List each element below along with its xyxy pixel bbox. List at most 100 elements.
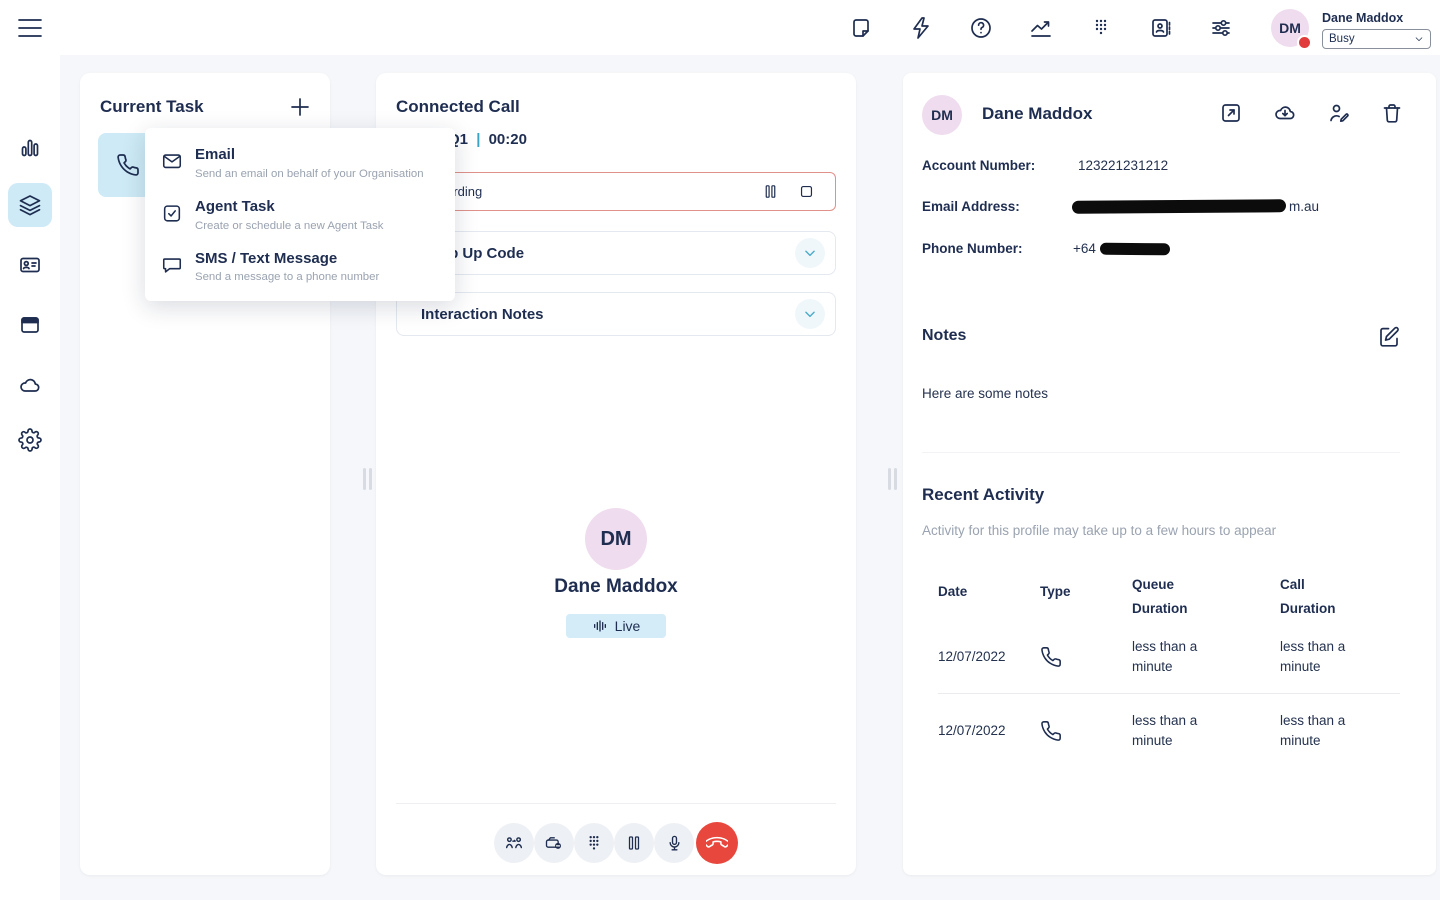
note-button[interactable] [849, 16, 873, 40]
queue-timer: Q1 | 00:20 [448, 131, 527, 148]
stop-recording-button[interactable] [798, 183, 815, 200]
lightning-icon [913, 17, 929, 39]
sidebar-item-cloud[interactable] [18, 373, 42, 397]
recording-bar: Recording [396, 172, 836, 211]
activity-row-queue-duration: less than a minute [1132, 620, 1280, 695]
add-task-button[interactable] [288, 95, 312, 119]
chevron-down-icon [1415, 37, 1423, 42]
activity-row-type [1040, 620, 1132, 695]
menu-item-sms[interactable]: SMS / Text Message Send a message to a p… [145, 241, 455, 293]
download-profile-button[interactable] [1273, 101, 1297, 125]
wrap-up-code-section[interactable]: Wrap Up Code [396, 231, 836, 275]
hold-call-button[interactable] [614, 823, 654, 863]
contact-book-icon [1152, 19, 1171, 37]
live-label: Live [614, 618, 641, 634]
settings-sliders-icon [1212, 19, 1230, 37]
layers-icon [19, 195, 41, 216]
sidebar-item-settings[interactable] [18, 428, 42, 452]
menu-item-title: SMS / Text Message [195, 249, 338, 267]
account-number-value: 123221231212 [1078, 158, 1169, 173]
profile-name: Dane Maddox [982, 104, 1093, 123]
user-name: Dane Maddox [1322, 11, 1404, 25]
transfer-call-button[interactable] [494, 823, 534, 863]
queue-timer-separator: | [476, 131, 481, 148]
wrap-up-code-expand-button[interactable] [795, 238, 825, 268]
activity-row-date: 12/07/2022 [938, 620, 1040, 695]
menu-item-agent-task[interactable]: Agent Task Create or schedule a new Agen… [145, 189, 455, 241]
connected-call-panel: Connected Call Q1 | 00:20 Recording Wrap… [376, 73, 856, 875]
mute-button[interactable] [654, 823, 694, 863]
metrics-button[interactable] [1029, 16, 1053, 40]
preferences-button[interactable] [1209, 16, 1233, 40]
note-icon [853, 19, 869, 37]
panel-resize-handle-right[interactable] [888, 468, 897, 490]
activity-table: Date Type Queue Duration Call Duration 1… [922, 573, 1416, 767]
recorder-control-button[interactable] [534, 823, 574, 863]
pause-icon [765, 185, 776, 198]
contacts-button[interactable] [1149, 16, 1173, 40]
chevron-down-icon [805, 311, 815, 318]
panel-resize-handle-left[interactable] [363, 468, 372, 490]
sidebar-item-contacts[interactable] [18, 253, 42, 277]
chat-bubble-icon [162, 257, 182, 273]
activity-row-type [1040, 694, 1132, 767]
menu-item-subtitle: Create or schedule a new Agent Task [195, 219, 384, 232]
microphone-icon [668, 835, 680, 851]
plus-icon [291, 98, 309, 116]
activity-row-queue-duration: less than a minute [1132, 712, 1198, 748]
new-task-menu: Email Send an email on behalf of your Or… [145, 128, 455, 302]
open-in-new-icon [1222, 104, 1240, 122]
user-initials: DM [1279, 20, 1301, 36]
open-profile-button[interactable] [1219, 101, 1243, 125]
edit-icon [1380, 326, 1399, 347]
contact-avatar: DM [585, 508, 647, 570]
quick-actions-button[interactable] [909, 16, 933, 40]
status-dot [1297, 35, 1312, 50]
hamburger-menu-button[interactable] [16, 15, 44, 41]
section-divider [922, 452, 1400, 453]
column-header-type: Type [1040, 584, 1071, 599]
pause-recording-button[interactable] [762, 183, 779, 200]
call-timer: 00:20 [488, 131, 527, 148]
live-badge: Live [566, 614, 666, 638]
line-chart-icon [1031, 21, 1051, 37]
menu-item-subtitle: Send a message to a phone number [195, 271, 380, 284]
help-button[interactable] [969, 16, 993, 40]
interaction-notes-expand-button[interactable] [795, 299, 825, 329]
profile-initials: DM [931, 107, 953, 123]
edit-contact-button[interactable] [1327, 101, 1351, 125]
status-select[interactable]: Busy [1322, 29, 1431, 49]
menu-item-subtitle: Send an email on behalf of your Organisa… [195, 167, 424, 180]
activity-row-call-duration: less than a minute [1280, 712, 1346, 748]
profile-avatar: DM [922, 95, 962, 135]
email-suffix: m.au [1289, 199, 1320, 214]
column-header-call-duration: Call Duration [1280, 577, 1336, 616]
sidebar-item-workspace[interactable] [18, 313, 42, 337]
edit-contact-icon [1330, 104, 1349, 123]
dialpad-button[interactable] [1089, 16, 1113, 40]
sidebar-item-tasks[interactable] [18, 193, 42, 217]
menu-item-email[interactable]: Email Send an email on behalf of your Or… [145, 137, 455, 189]
dialpad-icon [589, 836, 599, 850]
id-card-icon [20, 257, 40, 273]
trash-icon [1383, 104, 1401, 123]
cloud-download-icon [1275, 106, 1295, 120]
end-call-button[interactable] [696, 822, 738, 864]
current-task-title: Current Task [100, 97, 204, 116]
dialpad-control-button[interactable] [574, 823, 614, 863]
top-bar: DM Dane Maddox Busy [0, 0, 1440, 55]
column-header-queue-duration: Queue Duration [1132, 577, 1188, 616]
interaction-notes-section[interactable]: Interaction Notes [396, 292, 836, 336]
phone-label: Phone Number: [922, 241, 1023, 256]
account-number-label: Account Number: [922, 158, 1036, 173]
phone-redaction-bar [1099, 242, 1171, 256]
menu-item-title: Email [195, 146, 236, 163]
email-redaction-bar [1071, 199, 1287, 214]
delete-profile-button[interactable] [1380, 101, 1404, 125]
menu-item-title: Agent Task [195, 197, 275, 215]
edit-notes-button[interactable] [1377, 325, 1401, 349]
recent-activity-title: Recent Activity [922, 485, 1045, 504]
status-select-value: Busy [1329, 33, 1355, 45]
sidebar-item-stats[interactable] [18, 136, 42, 160]
